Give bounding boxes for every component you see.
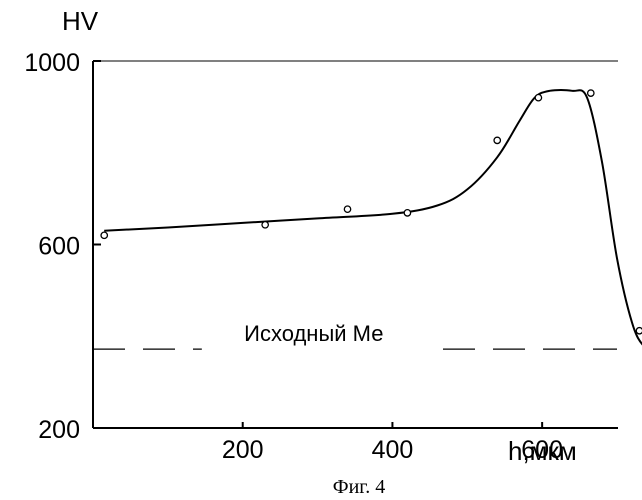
reference-label-background (202, 345, 426, 353)
hardness-curve (104, 90, 642, 349)
figure-caption: Фиг. 4 (333, 476, 385, 498)
plot-frame (93, 61, 618, 428)
data-point (404, 210, 410, 216)
data-point (588, 90, 594, 96)
y-axis-title: HV (62, 6, 99, 36)
reference-line-label: Исходный Ме (244, 321, 383, 346)
y-tick-label: 200 (38, 416, 80, 444)
y-ticks: 200 600 1000 (24, 49, 101, 444)
data-point (344, 206, 350, 212)
x-tick-label: 200 (222, 436, 264, 464)
y-tick-label: 1000 (24, 49, 80, 77)
y-tick-label: 600 (38, 233, 80, 261)
data-point (262, 222, 268, 228)
data-points (101, 90, 642, 338)
data-point (636, 328, 642, 334)
data-point (101, 232, 107, 238)
data-point (494, 137, 500, 143)
x-axis-title: h,мкм (508, 436, 577, 466)
data-point (535, 95, 541, 101)
x-tick-label: 400 (372, 436, 414, 464)
